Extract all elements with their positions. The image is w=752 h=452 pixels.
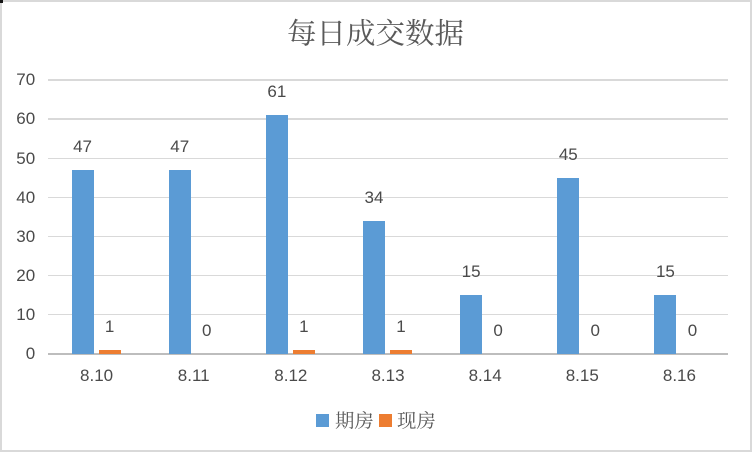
bar-期房-8.16 — [654, 294, 677, 354]
chart-title-svg — [288, 18, 463, 46]
y-tick-label-40: 40 — [16, 187, 36, 207]
bar-期房-8.12 — [265, 115, 288, 354]
bar-期房-8.14 — [460, 294, 483, 354]
value-label-现房-8.11: 0 — [201, 320, 212, 340]
corner-artifact — [0, 0, 3, 3]
y-tick-label-70: 70 — [16, 70, 36, 90]
bar-期房-8.11 — [168, 169, 191, 354]
chart-title: 每日成交数据 — [287, 17, 464, 47]
value-label-期房-8.10: 47 — [73, 137, 93, 157]
y-tick-label-20: 20 — [16, 265, 36, 285]
value-label-现房-8.13: 1 — [396, 316, 406, 336]
bar-期房-8.15 — [557, 177, 580, 354]
x-axis-line — [48, 352, 728, 355]
x-tick-label-8.13: 8.13 — [371, 366, 405, 385]
value-label-现房-8.15: 0 — [590, 320, 601, 340]
bar-期房-8.13 — [363, 220, 385, 354]
gridline-20 — [48, 274, 728, 277]
gridline-50 — [48, 157, 728, 159]
legend-label-现房: 现房 — [397, 410, 436, 430]
legend-label-svg-现房 — [397, 411, 435, 430]
y-tick-label-60: 60 — [16, 109, 36, 129]
value-label-期房-8.12: 61 — [267, 82, 287, 102]
legend-label-svg-期房 — [335, 411, 373, 430]
legend-label-期房: 期房 — [335, 410, 374, 430]
bar-现房-8.13 — [390, 349, 412, 354]
x-tick-label-8.12: 8.12 — [274, 366, 308, 385]
bar-现房-8.12 — [292, 349, 315, 354]
value-label-期房-8.15: 45 — [558, 144, 578, 164]
value-label-期房-8.16: 15 — [655, 262, 675, 282]
value-label-现房-8.16: 0 — [687, 320, 698, 340]
gridline-30 — [48, 235, 728, 238]
value-label-期房-8.11: 47 — [170, 137, 190, 157]
gridline-60 — [48, 118, 728, 120]
x-tick-label-8.16: 8.16 — [662, 366, 696, 385]
value-label-现房-8.12: 1 — [299, 316, 309, 336]
gridline-10 — [48, 313, 728, 316]
x-tick-label-8.11: 8.11 — [177, 366, 210, 385]
legend-swatch-期房 — [316, 414, 330, 428]
x-tick-label-8.15: 8.15 — [565, 366, 599, 385]
y-tick-label-30: 30 — [16, 226, 36, 246]
value-label-现房-8.14: 0 — [493, 320, 503, 340]
y-tick-label-50: 50 — [16, 148, 36, 168]
legend-swatch-现房 — [378, 414, 392, 428]
bar-现房-8.10 — [98, 349, 121, 354]
y-tick-label-10: 10 — [16, 304, 36, 324]
value-label-期房-8.13: 34 — [364, 187, 384, 207]
gridline-40 — [48, 196, 728, 198]
value-label-期房-8.14: 15 — [461, 262, 481, 282]
x-tick-label-8.10: 8.10 — [80, 366, 114, 385]
gridline-70 — [48, 79, 728, 81]
value-label-现房-8.10: 1 — [104, 316, 115, 336]
bar-期房-8.10 — [71, 169, 94, 354]
x-tick-label-8.14: 8.14 — [468, 366, 502, 385]
y-tick-label-0: 0 — [25, 343, 36, 363]
